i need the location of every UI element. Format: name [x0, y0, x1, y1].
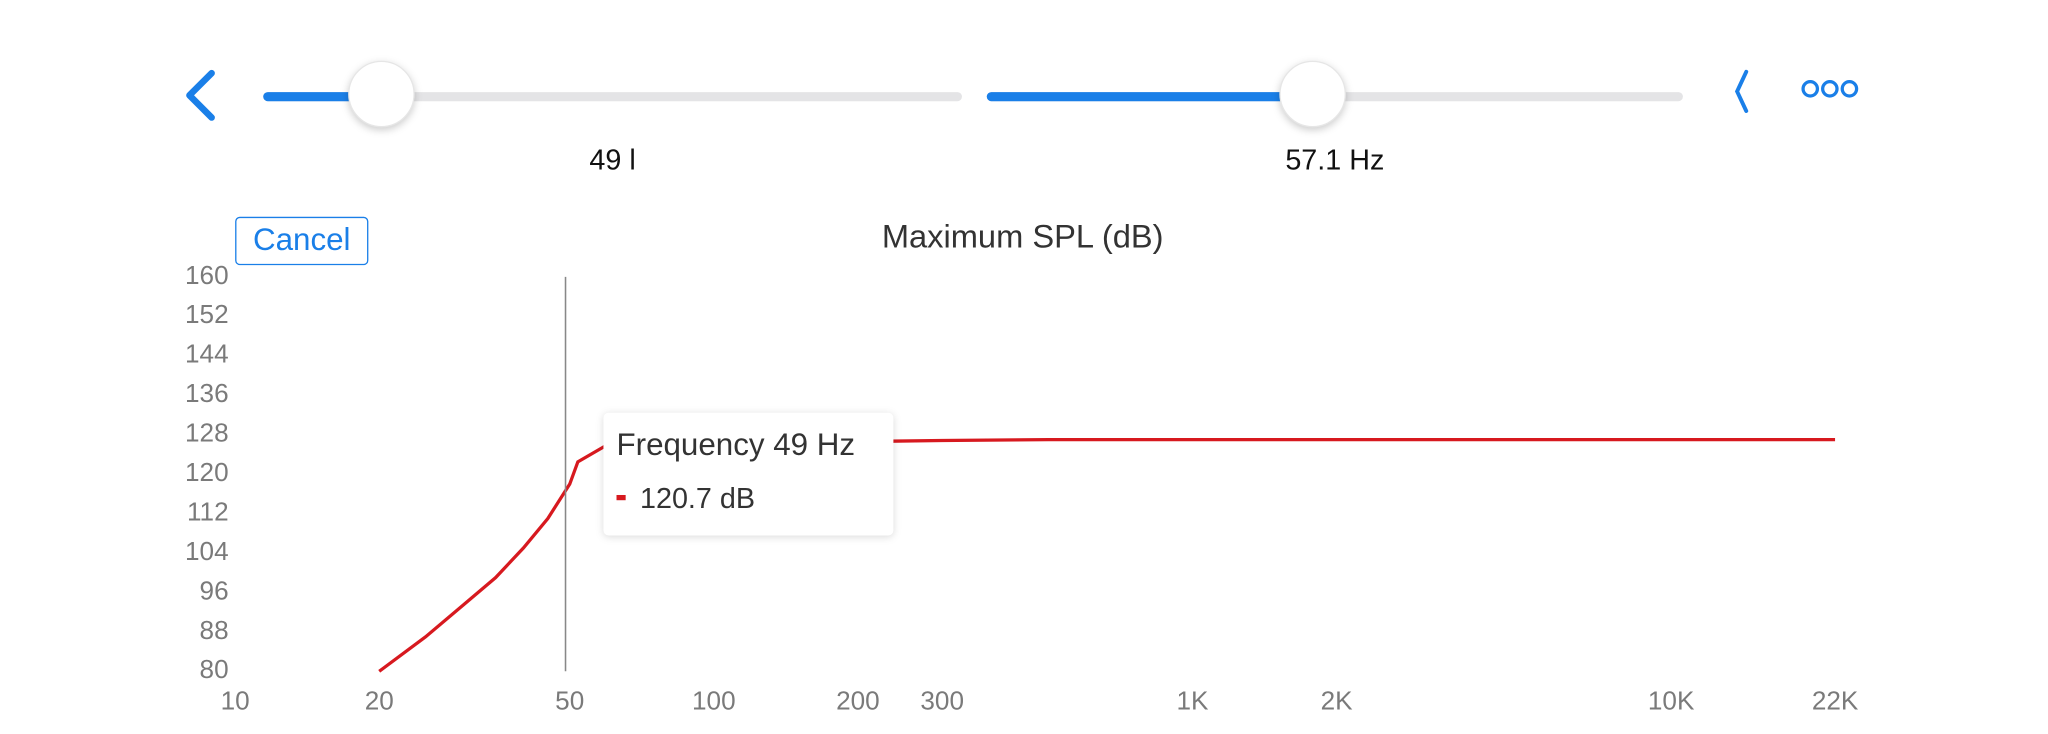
- tooltip-swatch: [616, 494, 626, 501]
- back-button[interactable]: [186, 69, 215, 121]
- y-tick-label: 112: [187, 496, 229, 526]
- x-tick-label: 22K: [1812, 686, 1859, 716]
- y-tick-label: 160: [185, 260, 229, 290]
- x-tick-label: 1K: [1177, 686, 1210, 716]
- collapse-button[interactable]: [1734, 69, 1749, 113]
- y-tick-label: 88: [200, 615, 229, 645]
- frequency-label: 57.1 Hz: [1285, 145, 1384, 177]
- y-tick-label: 152: [185, 299, 229, 329]
- volume-label: 49 l: [589, 145, 635, 177]
- tooltip-value: 120.7 dB: [640, 483, 755, 515]
- y-tick-label: 128: [185, 418, 229, 448]
- slider-knob[interactable]: [348, 60, 415, 128]
- x-tick-label: 10K: [1648, 686, 1695, 716]
- chart-title: Maximum SPL (dB): [882, 218, 1164, 255]
- cancel-button[interactable]: [235, 216, 369, 266]
- cancel-label: Cancel: [253, 222, 351, 257]
- y-tick-label: 80: [200, 654, 229, 684]
- x-tick-label: 300: [920, 686, 964, 716]
- tooltip: [603, 412, 894, 536]
- x-tick-label: 200: [836, 686, 880, 716]
- x-tick-label: 10: [221, 686, 250, 716]
- y-tick-label: 120: [185, 457, 229, 487]
- x-tick-label: 50: [555, 686, 584, 716]
- spl-line: [378, 437, 1836, 673]
- x-tick-label: 2K: [1321, 686, 1354, 716]
- tooltip-title: Frequency 49 Hz: [617, 427, 856, 462]
- y-tick-label: 96: [200, 575, 229, 605]
- x-tick-label: 100: [692, 686, 736, 716]
- more-button[interactable]: [1801, 79, 1859, 98]
- y-tick-label: 104: [185, 536, 229, 566]
- slider-knob[interactable]: [1279, 60, 1346, 128]
- y-tick-label: 136: [185, 378, 229, 408]
- y-tick-label: 144: [185, 339, 229, 369]
- x-tick-label: 20: [365, 686, 394, 716]
